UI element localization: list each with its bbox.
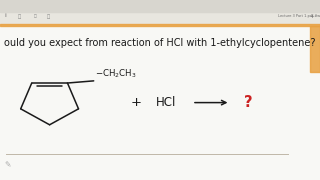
Text: +: + <box>310 14 314 19</box>
Text: Lecture 3 Part 1.pdf #waypal: Lecture 3 Part 1.pdf #waypal <box>278 14 320 18</box>
Bar <box>0 0 320 12</box>
Bar <box>0 24 320 26</box>
Text: HCl: HCl <box>156 96 177 109</box>
Text: +: + <box>131 96 141 109</box>
Text: ⬛: ⬛ <box>46 14 50 19</box>
Text: ?: ? <box>244 95 252 110</box>
Text: ould you expect from reaction of HCl with 1-ethylcyclopentene?: ould you expect from reaction of HCl wit… <box>4 38 315 48</box>
Text: i: i <box>5 13 6 18</box>
Text: ✎: ✎ <box>5 160 11 169</box>
Text: ⬛: ⬛ <box>18 14 21 19</box>
Text: $\mathregular{-CH_2CH_3}$: $\mathregular{-CH_2CH_3}$ <box>95 68 137 80</box>
Text: 🔒: 🔒 <box>34 14 36 18</box>
Bar <box>310 26 320 72</box>
Bar <box>0 0 320 24</box>
